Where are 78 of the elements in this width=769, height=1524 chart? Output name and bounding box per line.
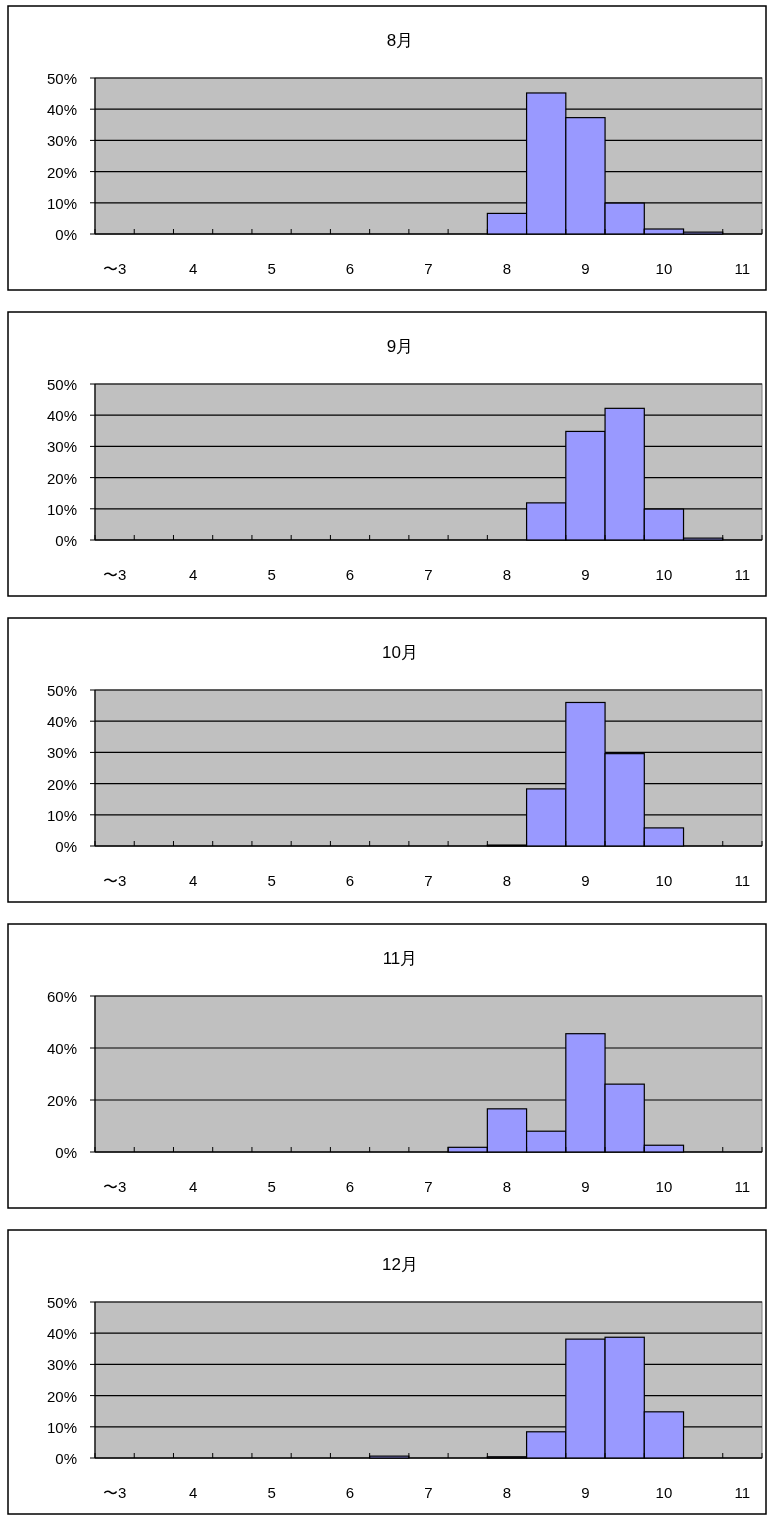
y-tick-label: 40% bbox=[46, 713, 77, 731]
x-tick-label: 7 bbox=[424, 566, 433, 583]
x-tick-label: 5 bbox=[267, 260, 276, 277]
y-tick-label: 30% bbox=[46, 132, 77, 150]
x-tick-label: 〜3 bbox=[102, 1484, 127, 1501]
y-tick-label: 10% bbox=[46, 806, 77, 824]
x-tick-label: 9 bbox=[581, 872, 590, 889]
x-tick-label: 6 bbox=[345, 1484, 355, 1501]
x-tick-label: 5 bbox=[267, 1484, 276, 1501]
x-tick-label: 6 bbox=[345, 1178, 355, 1195]
x-tick-label: 10 bbox=[655, 566, 673, 583]
x-tick-label: 〜3 bbox=[102, 1178, 127, 1195]
y-tick-label: 0% bbox=[55, 532, 77, 549]
x-tick-label: 6 bbox=[345, 566, 355, 583]
x-tick-label: 10 bbox=[655, 260, 673, 277]
x-tick-label: 4 bbox=[188, 872, 198, 889]
y-tick-label: 30% bbox=[46, 1356, 77, 1374]
x-tick-label: 5 bbox=[267, 872, 276, 889]
x-tick-label: 8 bbox=[502, 260, 512, 277]
y-tick-label: 40% bbox=[46, 1325, 77, 1343]
chart-title: 10月 bbox=[382, 643, 418, 662]
x-tick-label: 8 bbox=[502, 1484, 512, 1501]
y-tick-label: 20% bbox=[46, 1387, 77, 1405]
x-tick-label: 10 bbox=[655, 1484, 673, 1501]
y-tick-label: 0% bbox=[55, 1450, 77, 1467]
chart-title: 8月 bbox=[386, 31, 414, 50]
x-tick-label: 11 bbox=[734, 872, 751, 889]
x-tick-label: 5 bbox=[267, 566, 276, 583]
y-tick-label: 20% bbox=[46, 469, 77, 487]
y-tick-label: 50% bbox=[46, 376, 77, 393]
x-tick-label: 11 bbox=[734, 1178, 751, 1195]
x-tick-label: 〜3 bbox=[102, 872, 127, 889]
y-tick-label: 40% bbox=[46, 101, 77, 119]
y-tick-label: 30% bbox=[46, 438, 77, 456]
x-tick-label: 7 bbox=[424, 1484, 433, 1501]
y-tick-label: 50% bbox=[46, 70, 77, 87]
y-tick-label: 40% bbox=[46, 407, 77, 425]
chart-title: 12月 bbox=[382, 1255, 418, 1274]
y-tick-label: 30% bbox=[46, 744, 77, 762]
y-tick-label: 10% bbox=[46, 194, 77, 212]
y-tick-label: 20% bbox=[46, 163, 77, 181]
x-tick-label: 6 bbox=[345, 872, 355, 889]
x-tick-label: 〜3 bbox=[102, 260, 127, 277]
x-tick-label: 6 bbox=[345, 260, 355, 277]
x-tick-label: 7 bbox=[424, 872, 433, 889]
x-tick-label: 4 bbox=[188, 1178, 198, 1195]
x-tick-label: 〜3 bbox=[102, 566, 127, 583]
x-tick-label: 4 bbox=[188, 566, 198, 583]
chart-title: 11月 bbox=[382, 949, 418, 968]
x-tick-label: 7 bbox=[424, 1178, 433, 1195]
y-tick-label: 20% bbox=[46, 775, 77, 793]
x-tick-label: 9 bbox=[581, 566, 590, 583]
x-tick-label: 11 bbox=[734, 260, 751, 277]
chart-title: 9月 bbox=[386, 337, 414, 356]
y-tick-label: 20% bbox=[46, 1092, 77, 1109]
x-tick-label: 5 bbox=[267, 1178, 276, 1195]
y-tick-label: 40% bbox=[46, 1040, 77, 1057]
y-tick-label: 50% bbox=[46, 682, 77, 699]
y-tick-label: 60% bbox=[46, 988, 77, 1005]
y-tick-label: 50% bbox=[46, 1294, 77, 1311]
x-tick-label: 9 bbox=[581, 260, 590, 277]
x-tick-label: 4 bbox=[188, 260, 198, 277]
y-tick-label: 0% bbox=[55, 1144, 77, 1161]
x-tick-label: 7 bbox=[424, 260, 433, 277]
x-tick-label: 11 bbox=[734, 1484, 751, 1501]
x-tick-label: 8 bbox=[502, 872, 512, 889]
x-tick-label: 8 bbox=[502, 1178, 512, 1195]
x-tick-label: 10 bbox=[655, 872, 673, 889]
y-tick-label: 0% bbox=[55, 838, 77, 855]
y-tick-label: 10% bbox=[46, 1418, 77, 1436]
y-tick-label: 10% bbox=[46, 500, 77, 518]
x-tick-label: 4 bbox=[188, 1484, 198, 1501]
x-tick-label: 8 bbox=[502, 566, 512, 583]
x-tick-label: 9 bbox=[581, 1178, 590, 1195]
x-tick-label: 9 bbox=[581, 1484, 590, 1501]
x-tick-label: 10 bbox=[655, 1178, 673, 1195]
x-tick-label: 11 bbox=[734, 566, 751, 583]
y-tick-label: 0% bbox=[55, 226, 77, 243]
